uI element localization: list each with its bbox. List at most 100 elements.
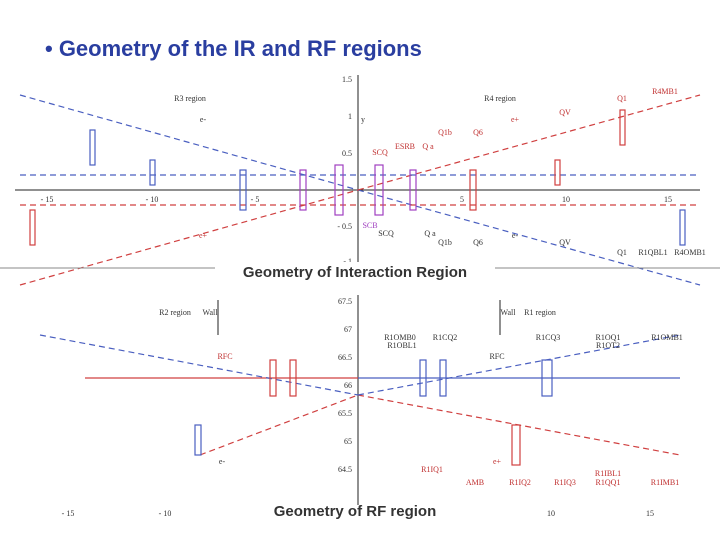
magnet [409, 169, 417, 211]
y-tick-label: 1 [348, 112, 352, 121]
diagram-label: R1IQ3 [554, 478, 576, 487]
magnet [511, 424, 521, 466]
diagram-label: R1OMB1 [651, 333, 683, 342]
magnet [149, 159, 156, 186]
magnet [374, 164, 384, 216]
diagram-label: R1CQ3 [536, 333, 560, 342]
y-tick-label: 65.5 [338, 409, 352, 418]
diagram-label: R1IQ2 [509, 478, 531, 487]
y-tick-label: - 1 [343, 257, 352, 266]
diagram-label: SCQ [372, 148, 388, 157]
diagram-label: Wall [203, 308, 219, 317]
beamline [19, 189, 359, 286]
diagram-label: Q1b [438, 128, 452, 137]
diagram-label: R4 region [484, 94, 516, 103]
diagram-label: SCB [362, 221, 377, 230]
magnet [89, 129, 96, 166]
cavity [439, 359, 447, 397]
beamline [357, 94, 701, 191]
diagram-label: e- [512, 231, 519, 240]
diagram-label: R1IQ1 [421, 465, 443, 474]
diagram-label: Q1 [617, 94, 627, 103]
diagram-label: R1OT2 [596, 341, 620, 350]
magnet [299, 169, 307, 211]
diagram-label: R1OQ1 [596, 333, 621, 342]
y-tick-label: 66 [344, 381, 352, 390]
ir-diagram: - 15 - 10 - 5 5 10 15 1.5 1 0.5 - 0.5 - … [0, 75, 720, 286]
diagram-label: R2 region [159, 308, 191, 317]
x-tick-label: 5 [460, 195, 464, 204]
magnet [679, 209, 686, 246]
caption: Geometry of Interaction Region [243, 264, 467, 281]
y-tick-label: 67 [344, 325, 352, 334]
magnet [619, 109, 626, 146]
diagram-label: Wall [501, 308, 517, 317]
x-tick-label: - 10 [159, 509, 172, 518]
magnet [554, 159, 561, 186]
diagram-label: Q1b [438, 238, 452, 247]
beamline [357, 334, 681, 396]
diagram-label: R1OBL1 [387, 341, 416, 350]
y-tick-label: 67.5 [338, 297, 352, 306]
diagram-label: SCQ [378, 229, 394, 238]
x-tick-label: - 10 [146, 195, 159, 204]
magnet [469, 169, 477, 211]
rf-diagram: - 15 - 10 10 15 67.5 67 66.5 66 65.5 65 … [39, 295, 683, 520]
x-tick-label: 15 [664, 195, 672, 204]
diagram-label: R3 region [174, 94, 206, 103]
diagram-label: Q1 [617, 248, 627, 257]
x-tick-label: 10 [562, 195, 570, 204]
diagram-label: R4OMB1 [674, 248, 706, 257]
diagram-label: y [361, 115, 365, 124]
y-tick-label: 0.5 [342, 149, 352, 158]
diagram-label: R4MB1 [652, 87, 678, 96]
y-tick-label: - 0.5 [337, 222, 352, 231]
caption-bg [215, 262, 495, 282]
beamline [357, 189, 701, 286]
diagram-label: R1OMB0 [384, 333, 416, 342]
magnet [239, 169, 247, 211]
diagram-label: e+ [493, 457, 502, 466]
diagram-label: R1IMB1 [651, 478, 679, 487]
diagram-label: AMB [466, 478, 484, 487]
diagram-label: R1 region [524, 308, 556, 317]
y-tick-label: 65 [344, 437, 352, 446]
cavity [269, 359, 277, 397]
y-tick-label: 66.5 [338, 353, 352, 362]
x-tick-label: - 15 [62, 509, 75, 518]
diagram-label: e+ [199, 231, 208, 240]
slide-title: • Geometry of the IR and RF regions [45, 36, 422, 61]
magnet [29, 209, 36, 246]
diagram-label: e+ [511, 115, 520, 124]
diagram-label: R1QQ1 [596, 478, 621, 487]
magnet [334, 164, 344, 216]
diagram-label: RFC [217, 352, 232, 361]
x-tick-label: - 5 [251, 195, 260, 204]
x-tick-label: 10 [547, 509, 555, 518]
x-tick-label: - 15 [41, 195, 54, 204]
y-tick-label: 64.5 [338, 465, 352, 474]
diagram-label: R1CQ2 [433, 333, 457, 342]
diagram-label: R1IBL1 [595, 469, 621, 478]
caption: Geometry of RF region [274, 503, 437, 520]
diagram-label: Q a [424, 229, 436, 238]
diagram-label: Q6 [473, 238, 483, 247]
diagram-label: RFC [489, 352, 504, 361]
diagram-label: e- [219, 457, 226, 466]
magnet [541, 359, 553, 397]
diagram-label: R1QBL1 [638, 248, 667, 257]
x-tick-label: 15 [646, 509, 654, 518]
diagram-label: QV [559, 108, 571, 117]
beamline [199, 394, 359, 456]
beamline [39, 334, 359, 396]
diagram-label: Q6 [473, 128, 483, 137]
magnet [194, 424, 202, 456]
diagram-label: e- [200, 115, 207, 124]
beamline [19, 94, 359, 191]
diagram-label: Q a [422, 142, 434, 151]
cavity [419, 359, 427, 397]
cavity [289, 359, 297, 397]
diagram-label: ESRB [395, 142, 415, 151]
